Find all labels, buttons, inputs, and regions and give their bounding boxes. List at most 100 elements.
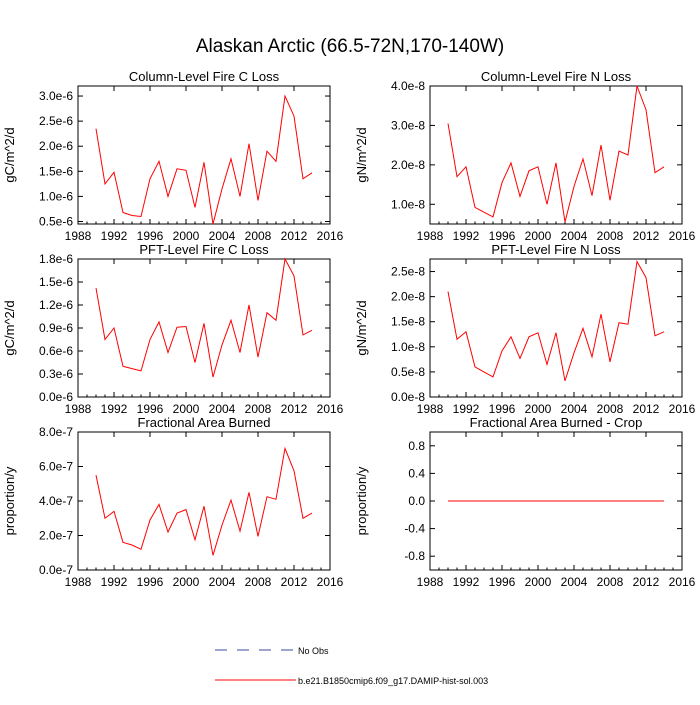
x-tick-label: 1988 [417, 229, 444, 243]
y-tick-label: 2.0e-6 [39, 139, 73, 153]
series-line-1 [447, 259, 665, 382]
x-tick-label: 1992 [101, 575, 128, 589]
y-tick-label: 0.0e-7 [39, 563, 73, 577]
x-tick-label: 2012 [633, 402, 660, 416]
y-tick-label: 2.5e-8 [391, 265, 425, 279]
y-tick-label: 0.6e-6 [39, 344, 73, 358]
legend-label-2: b.e21.B1850cmip6.f09_g17.DAMIP-hist-sol.… [298, 676, 488, 686]
y-tick-label: 0.4 [408, 466, 425, 480]
y-tick-label: 8.0e-7 [39, 425, 73, 439]
x-tick-label: 2008 [245, 402, 272, 416]
y-tick-label: 0.8 [408, 439, 425, 453]
x-tick-label: 2000 [173, 229, 200, 243]
x-tick-label: 2016 [669, 402, 696, 416]
chart-title: Fractional Area Burned - Crop [470, 415, 643, 430]
y-tick-label: 4.0e-7 [39, 494, 73, 508]
y-tick-label: 4.0e-8 [391, 79, 425, 93]
y-tick-label: 0.9e-6 [39, 321, 73, 335]
chart-panel-3: PFT-Level Fire C Loss gC/m^2/d 1988 1992 199… [2, 242, 344, 416]
chart-title: Fractional Area Burned [138, 415, 271, 430]
chart-panel-4: PFT-Level Fire N Loss gN/m^2/d 1988 1992 199… [354, 242, 696, 416]
y-axis-label: gC/m^2/d [2, 127, 17, 182]
y-tick-label: 1.8e-6 [39, 252, 73, 266]
x-tick-label: 1992 [453, 402, 480, 416]
y-tick-label: 2.0e-7 [39, 529, 73, 543]
x-tick-label: 1992 [453, 229, 480, 243]
x-tick-label: 2012 [633, 229, 660, 243]
x-tick-label: 2008 [597, 229, 624, 243]
x-tick-label: 2012 [281, 402, 308, 416]
y-tick-label: 1.0e-8 [391, 340, 425, 354]
x-tick-label: 2008 [245, 229, 272, 243]
plot-frame [429, 85, 683, 225]
x-tick-label: 1996 [137, 575, 164, 589]
chart-panel-2: Column-Level Fire N Loss gN/m^2/d 1988 1992… [354, 69, 696, 243]
x-tick-label: 2004 [209, 229, 236, 243]
x-tick-label: 1996 [489, 402, 516, 416]
y-tick-label: 1.2e-6 [39, 298, 73, 312]
y-axis-label: gC/m^2/d [2, 300, 17, 355]
y-axis-label: proportion/y [2, 466, 17, 535]
y-tick-label: 2.0e-8 [391, 290, 425, 304]
y-tick-label: 1.5e-6 [39, 275, 73, 289]
y-tick-label: 1.5e-6 [39, 164, 73, 178]
x-tick-label: 2016 [317, 402, 344, 416]
chart-panel-6: Fractional Area Burned - Crop proportion/… [354, 415, 696, 589]
y-tick-label: 0.0e-8 [391, 390, 425, 404]
x-tick-label: 1992 [101, 229, 128, 243]
x-tick-label: 2008 [597, 402, 624, 416]
series-line-1 [95, 446, 313, 556]
chart-title: Column-Level Fire C Loss [129, 69, 280, 84]
x-tick-label: 2016 [317, 229, 344, 243]
x-tick-label: 2012 [633, 575, 660, 589]
x-tick-label: 1996 [137, 402, 164, 416]
y-tick-label: 2.0e-8 [391, 158, 425, 172]
y-tick-label: 0.5e-8 [391, 365, 425, 379]
y-tick-label: -0.4 [404, 522, 425, 536]
y-tick-label: 6.0e-7 [39, 460, 73, 474]
chart-panel-5: Fractional Area Burned proportion/y 1988 19… [2, 415, 344, 589]
y-tick-label: -0.8 [404, 549, 425, 563]
y-tick-label: 0.0 [408, 494, 425, 508]
plot-frame [77, 85, 331, 225]
x-tick-label: 2004 [561, 402, 588, 416]
plot-frame [429, 258, 683, 398]
legend: No Obs b.e21.B1850cmip6.f09_g17.DAMIP-his… [215, 646, 488, 686]
x-tick-label: 1992 [453, 575, 480, 589]
plot-frame [77, 431, 331, 571]
series-line-1 [95, 94, 313, 225]
x-tick-label: 2016 [669, 575, 696, 589]
x-tick-label: 2016 [669, 229, 696, 243]
y-tick-label: 1.0e-6 [39, 189, 73, 203]
x-tick-label: 2016 [317, 575, 344, 589]
y-axis-label: gN/m^2/d [354, 127, 369, 182]
chart-panel-1: Column-Level Fire C Loss gC/m^2/d 1988 1992… [2, 69, 344, 243]
x-tick-label: 1996 [489, 575, 516, 589]
x-tick-label: 2004 [561, 229, 588, 243]
legend-label-1: No Obs [298, 646, 329, 656]
x-tick-label: 1988 [65, 575, 92, 589]
x-tick-label: 1988 [417, 575, 444, 589]
x-tick-label: 2004 [209, 402, 236, 416]
series-line-1 [447, 85, 665, 223]
x-tick-label: 1996 [489, 229, 516, 243]
y-tick-label: 3.0e-6 [39, 89, 73, 103]
x-tick-label: 1988 [65, 402, 92, 416]
x-tick-label: 2004 [561, 575, 588, 589]
x-tick-label: 2000 [173, 402, 200, 416]
x-tick-label: 2008 [597, 575, 624, 589]
series-line-1 [95, 257, 313, 378]
y-tick-label: 3.0e-8 [391, 118, 425, 132]
x-tick-label: 2000 [525, 402, 552, 416]
x-tick-label: 2008 [245, 575, 272, 589]
x-tick-label: 1992 [101, 402, 128, 416]
x-tick-label: 1988 [417, 402, 444, 416]
y-tick-label: 1.5e-8 [391, 315, 425, 329]
y-axis-label: gN/m^2/d [354, 300, 369, 355]
x-tick-label: 2012 [281, 229, 308, 243]
y-tick-label: 0.5e-6 [39, 214, 73, 228]
x-tick-label: 2004 [209, 575, 236, 589]
x-tick-label: 2000 [525, 229, 552, 243]
